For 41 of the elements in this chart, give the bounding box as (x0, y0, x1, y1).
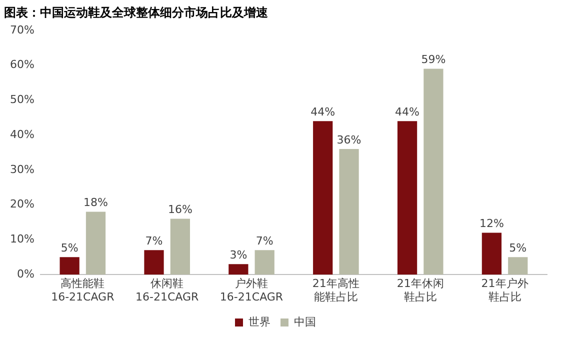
data-label: 5% (60, 242, 78, 255)
x-tick-label: 21年户外鞋占比 (481, 277, 528, 304)
data-label: 16% (168, 203, 192, 216)
y-tick-label: 20% (10, 198, 34, 211)
y-tick-label: 50% (10, 93, 34, 106)
data-label: 3% (230, 248, 248, 262)
data-label: 5% (509, 242, 527, 255)
y-tick-label: 10% (10, 232, 34, 246)
data-label: 12% (479, 217, 504, 230)
y-tick-label: 40% (10, 128, 34, 141)
bar (228, 264, 248, 275)
legend-label: 世界 (248, 315, 270, 328)
x-tick-label: 21年休闲鞋占比 (396, 277, 444, 304)
y-tick-label: 0% (16, 267, 34, 280)
bar (144, 250, 164, 275)
bar (339, 149, 359, 275)
bar (508, 257, 528, 275)
bar (254, 250, 274, 275)
data-label: 36% (336, 133, 362, 146)
bar (170, 218, 190, 275)
bar (86, 212, 106, 275)
data-label: 18% (84, 196, 108, 210)
data-label: 7% (145, 234, 163, 248)
bar (424, 68, 444, 275)
data-label: 44% (395, 105, 420, 118)
x-tick-label: 高性能鞋 16-21CAGR (51, 277, 115, 304)
data-label: 7% (256, 234, 274, 248)
legend-label: 中国 (294, 315, 316, 328)
x-tick-label: 21年高性能鞋占比 (312, 277, 360, 304)
x-tick-label: 户外鞋 16-21CAGR (220, 277, 284, 304)
bar (60, 257, 80, 275)
y-tick-label: 70% (10, 23, 34, 36)
y-tick-label: 60% (10, 58, 34, 72)
data-label: 44% (310, 105, 336, 118)
bar (313, 121, 333, 275)
bar (482, 232, 502, 275)
bar (397, 121, 418, 275)
chart-title: 图表：中国运动鞋及全球整体细分市场占比及增速 (4, 5, 269, 20)
data-label: 59% (421, 53, 446, 66)
x-tick-label: 休闲鞋 16-21CAGR (136, 277, 200, 304)
y-tick-label: 30% (10, 162, 34, 176)
